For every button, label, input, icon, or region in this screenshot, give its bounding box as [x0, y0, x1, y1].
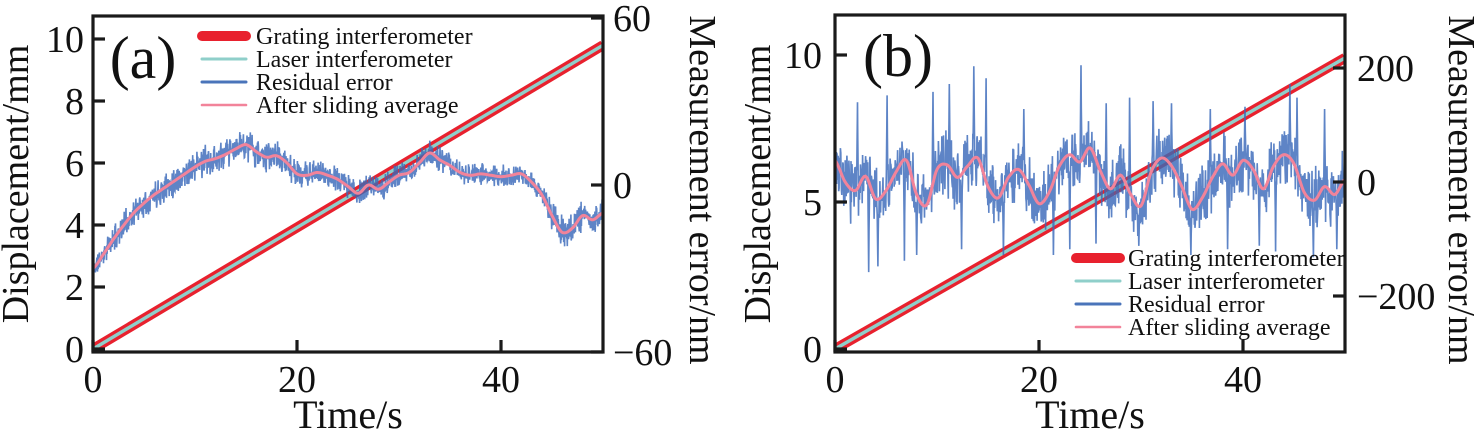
- y-left-tick-label: 10: [46, 19, 84, 61]
- x-tick-label: 40: [1224, 359, 1262, 401]
- y-left-tick-label: 8: [65, 81, 84, 123]
- legend-item-label: Laser interferometer: [1128, 269, 1325, 295]
- y-right-tick-label: 200: [1357, 48, 1414, 90]
- legend-item-label: After sliding average: [256, 93, 459, 119]
- x-tick-label: 20: [278, 359, 316, 401]
- laser-interferometer-line: [835, 56, 1345, 351]
- legend-item-label: Residual error: [1128, 292, 1265, 318]
- y-right-axis-title: Measurement error/nm: [1440, 15, 1476, 364]
- y-right-tick-label: −200: [1357, 276, 1435, 318]
- residual-error-line-overlay: [93, 132, 603, 273]
- y-left-tick-label: 5: [803, 182, 822, 224]
- x-axis-title: Time/s: [1035, 392, 1145, 437]
- x-axis-title: Time/s: [293, 392, 403, 437]
- y-right-tick-label: 60: [613, 0, 651, 40]
- y-left-tick-label: 6: [65, 143, 84, 185]
- y-right-tick-label: 0: [1357, 162, 1376, 204]
- y-left-tick-label: 10: [784, 35, 822, 77]
- y-left-tick-label: 2: [65, 267, 84, 309]
- legend-item-label: Grating interferometer: [1128, 246, 1345, 272]
- panel-label: (a): [110, 25, 177, 91]
- x-tick-label: 0: [84, 359, 103, 401]
- panel-b: 0 20 40 0 5 10 200 0 −200 Time/s Displacement/mm Me…: [737, 13, 1476, 437]
- x-tick-label: 20: [1020, 359, 1058, 401]
- y-left-axis-title: Displacement/mm: [0, 45, 37, 324]
- legend-item-label: Laser interferometer: [256, 47, 453, 73]
- panel-a: 0 20 40 0 2 4 6 8 10 60 0 −60 Time/s Displacement/mm M…: [0, 0, 723, 437]
- after-sliding-average-line: [835, 146, 1345, 212]
- legend-item-label: Grating interferometer: [256, 24, 473, 50]
- legend-item-label: After sliding average: [1128, 315, 1331, 341]
- y-left-tick-label: 0: [803, 329, 822, 371]
- y-right-tick-label: 0: [613, 165, 632, 207]
- y-left-axis-title: Displacement/mm: [737, 45, 779, 324]
- plot-area-b: [835, 53, 1345, 352]
- y-right-tick-label: −60: [613, 332, 672, 374]
- y-right-axis-title: Measurement error/nm: [681, 15, 723, 364]
- legend-item-label: Residual error: [256, 70, 393, 96]
- y-left-tick-label: 4: [65, 205, 84, 247]
- plot-area-a: [93, 40, 603, 352]
- y-left-tick-label: 0: [65, 329, 84, 371]
- x-tick-label: 40: [482, 359, 520, 401]
- after-sliding-average-line: [93, 143, 603, 270]
- x-tick-label: 0: [826, 359, 845, 401]
- panel-label: (b): [863, 23, 933, 89]
